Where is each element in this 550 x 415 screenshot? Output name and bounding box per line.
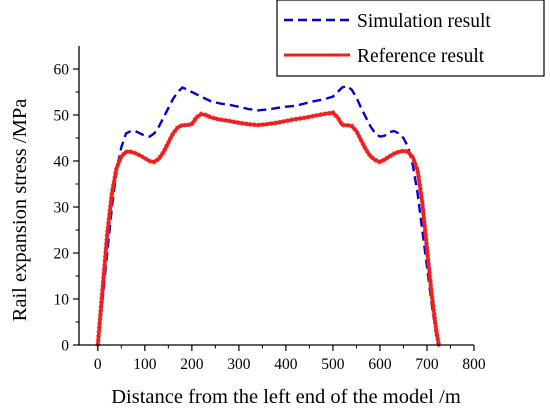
x-tick-label: 300 <box>227 356 251 373</box>
ticks-layer: 0 100 200 300 400 500 600 700 800 0 10 20 30 40 50 60 <box>54 62 486 374</box>
x-tick-label: 0 <box>94 356 102 373</box>
x-tick-label: 100 <box>133 356 157 373</box>
y-tick-label: 0 <box>61 338 69 355</box>
y-tick-label: 20 <box>54 246 70 263</box>
x-tick-label: 800 <box>462 356 486 373</box>
series-line-reference <box>96 110 441 347</box>
x-tick-label: 700 <box>415 356 439 373</box>
y-axis-label: Rail expansion stress /MPa <box>9 99 31 322</box>
legend-box <box>276 0 545 77</box>
legend-label-reference: Reference result <box>357 46 485 67</box>
legend-label-simulation: Simulation result <box>357 11 491 32</box>
y-tick-label: 60 <box>54 62 70 79</box>
y-tick-label: 10 <box>54 292 70 309</box>
axes-layer <box>78 46 474 346</box>
y-tick-label: 40 <box>54 154 70 171</box>
y-tick-label: 50 <box>54 108 70 125</box>
legend: Simulation result Reference result <box>276 0 545 77</box>
x-tick-label: 500 <box>321 356 345 373</box>
y-tick-label: 30 <box>54 200 70 217</box>
series-line-simulation <box>96 84 440 346</box>
x-tick-label: 200 <box>180 356 204 373</box>
x-tick-label: 600 <box>368 356 392 373</box>
x-axis-label: Distance from the left end of the model … <box>111 386 461 408</box>
series-texture-reference <box>95 110 442 346</box>
series-layer <box>95 84 442 347</box>
x-tick-label: 400 <box>274 356 298 373</box>
